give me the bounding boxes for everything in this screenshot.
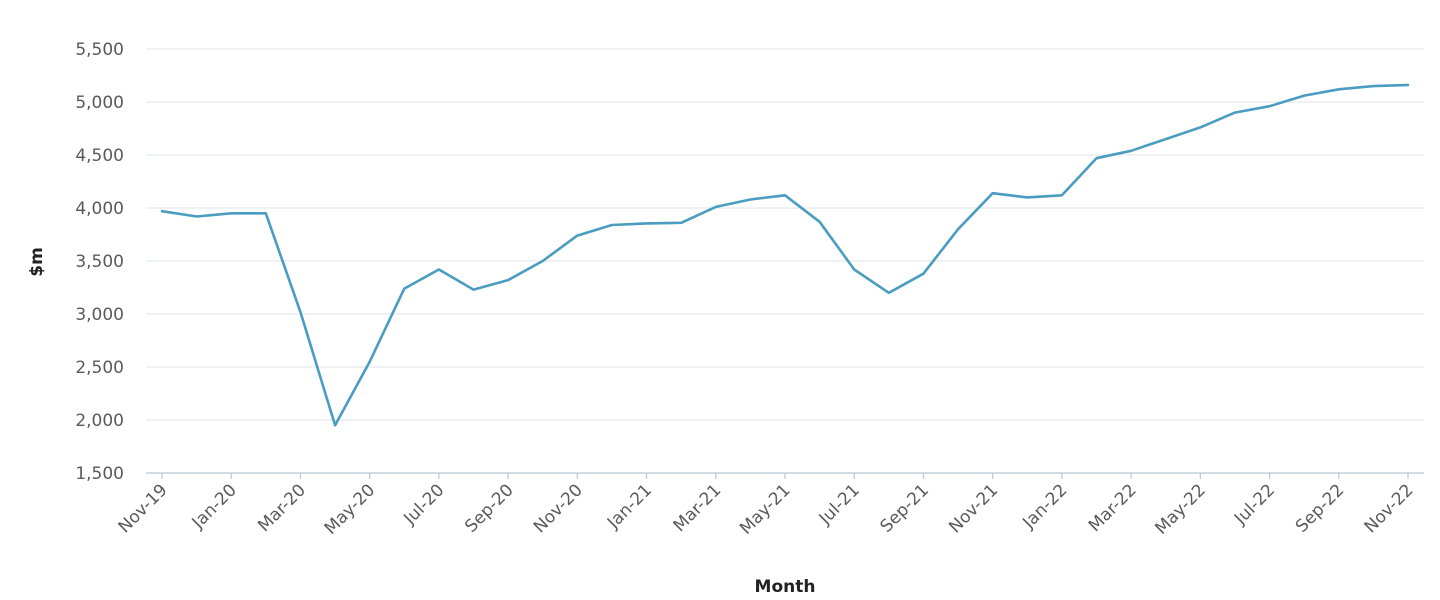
x-tick-label: Jul-20	[399, 480, 448, 529]
data-point[interactable]	[1093, 154, 1101, 162]
y-tick-label: 1,500	[75, 464, 124, 484]
data-point[interactable]	[919, 270, 927, 278]
x-tick-label: Nov-20	[530, 480, 587, 537]
x-tick-label: May-22	[1151, 480, 1209, 538]
data-point[interactable]	[816, 218, 824, 226]
y-tick-label: 4,500	[75, 146, 124, 166]
data-point[interactable]	[1196, 123, 1204, 131]
data-point[interactable]	[400, 285, 408, 293]
data-point[interactable]	[331, 421, 339, 429]
data-point[interactable]	[193, 212, 201, 220]
data-point[interactable]	[573, 232, 581, 240]
data-point[interactable]	[850, 265, 858, 273]
x-tick-label: Nov-21	[945, 480, 1002, 537]
data-point[interactable]	[1266, 102, 1274, 110]
data-point[interactable]	[677, 219, 685, 227]
data-point[interactable]	[470, 286, 478, 294]
data-point[interactable]	[158, 207, 166, 215]
data-point[interactable]	[262, 209, 270, 217]
data-point[interactable]	[227, 209, 235, 217]
y-axis-title: $m	[27, 247, 47, 277]
series-layer	[158, 81, 1412, 429]
data-point[interactable]	[1404, 81, 1412, 89]
y-tick-label: 3,500	[75, 252, 124, 272]
data-point[interactable]	[1023, 193, 1031, 201]
data-point[interactable]	[1369, 82, 1377, 90]
x-tick-label: Sep-22	[1292, 480, 1348, 536]
x-tick-label: Mar-21	[670, 480, 726, 536]
data-point[interactable]	[608, 221, 616, 229]
series-line	[160, 83, 1410, 427]
y-tick-label: 4,000	[75, 199, 124, 219]
y-tick-label: 5,500	[75, 40, 124, 60]
x-tick-label: Sep-20	[461, 480, 517, 536]
x-tick-label: Jul-22	[1230, 480, 1279, 529]
data-point[interactable]	[1231, 109, 1239, 117]
data-point[interactable]	[885, 289, 893, 297]
y-tick-label: 5,000	[75, 93, 124, 113]
data-point[interactable]	[1162, 135, 1170, 143]
x-tick-label: Nov-22	[1361, 480, 1418, 537]
data-point[interactable]	[1335, 85, 1343, 93]
x-tick-label: Mar-20	[254, 480, 310, 536]
y-tick-label: 2,500	[75, 358, 124, 378]
x-tick-label: Jan-21	[603, 480, 656, 533]
data-point[interactable]	[643, 219, 651, 227]
x-tick-label: May-20	[321, 480, 379, 538]
data-point[interactable]	[989, 189, 997, 197]
data-point[interactable]	[435, 265, 443, 273]
x-tick-label: May-21	[736, 480, 794, 538]
x-tick-label: Jan-20	[188, 480, 241, 533]
x-tick-label: Nov-19	[115, 480, 172, 537]
data-point[interactable]	[746, 196, 754, 204]
x-tick-label: Jul-21	[815, 480, 864, 529]
data-point[interactable]	[539, 257, 547, 265]
data-point[interactable]	[296, 308, 304, 316]
x-tick-label: Jan-22	[1018, 480, 1071, 533]
data-point[interactable]	[1127, 147, 1135, 155]
data-point[interactable]	[712, 203, 720, 211]
data-point[interactable]	[366, 358, 374, 366]
y-tick-label: 2,000	[75, 411, 124, 431]
x-axis-title: Month	[755, 577, 816, 597]
x-tick-label: Mar-22	[1085, 480, 1141, 536]
data-point[interactable]	[954, 225, 962, 233]
data-point[interactable]	[1300, 92, 1308, 100]
x-tick-label: Sep-21	[877, 480, 933, 536]
gridlines	[146, 48, 1424, 474]
y-tick-label: 3,000	[75, 305, 124, 325]
data-point[interactable]	[781, 191, 789, 199]
data-point[interactable]	[1058, 191, 1066, 199]
x-axis: Nov-19 Jan-20 Mar-20 May-20 Jul-20 Sep-20 Nov-…	[115, 473, 1418, 539]
y-axis: 1,500 2,000 2,500 3,000 3,500 4,000 4,500 5,000…	[75, 40, 124, 484]
data-point[interactable]	[504, 276, 512, 284]
